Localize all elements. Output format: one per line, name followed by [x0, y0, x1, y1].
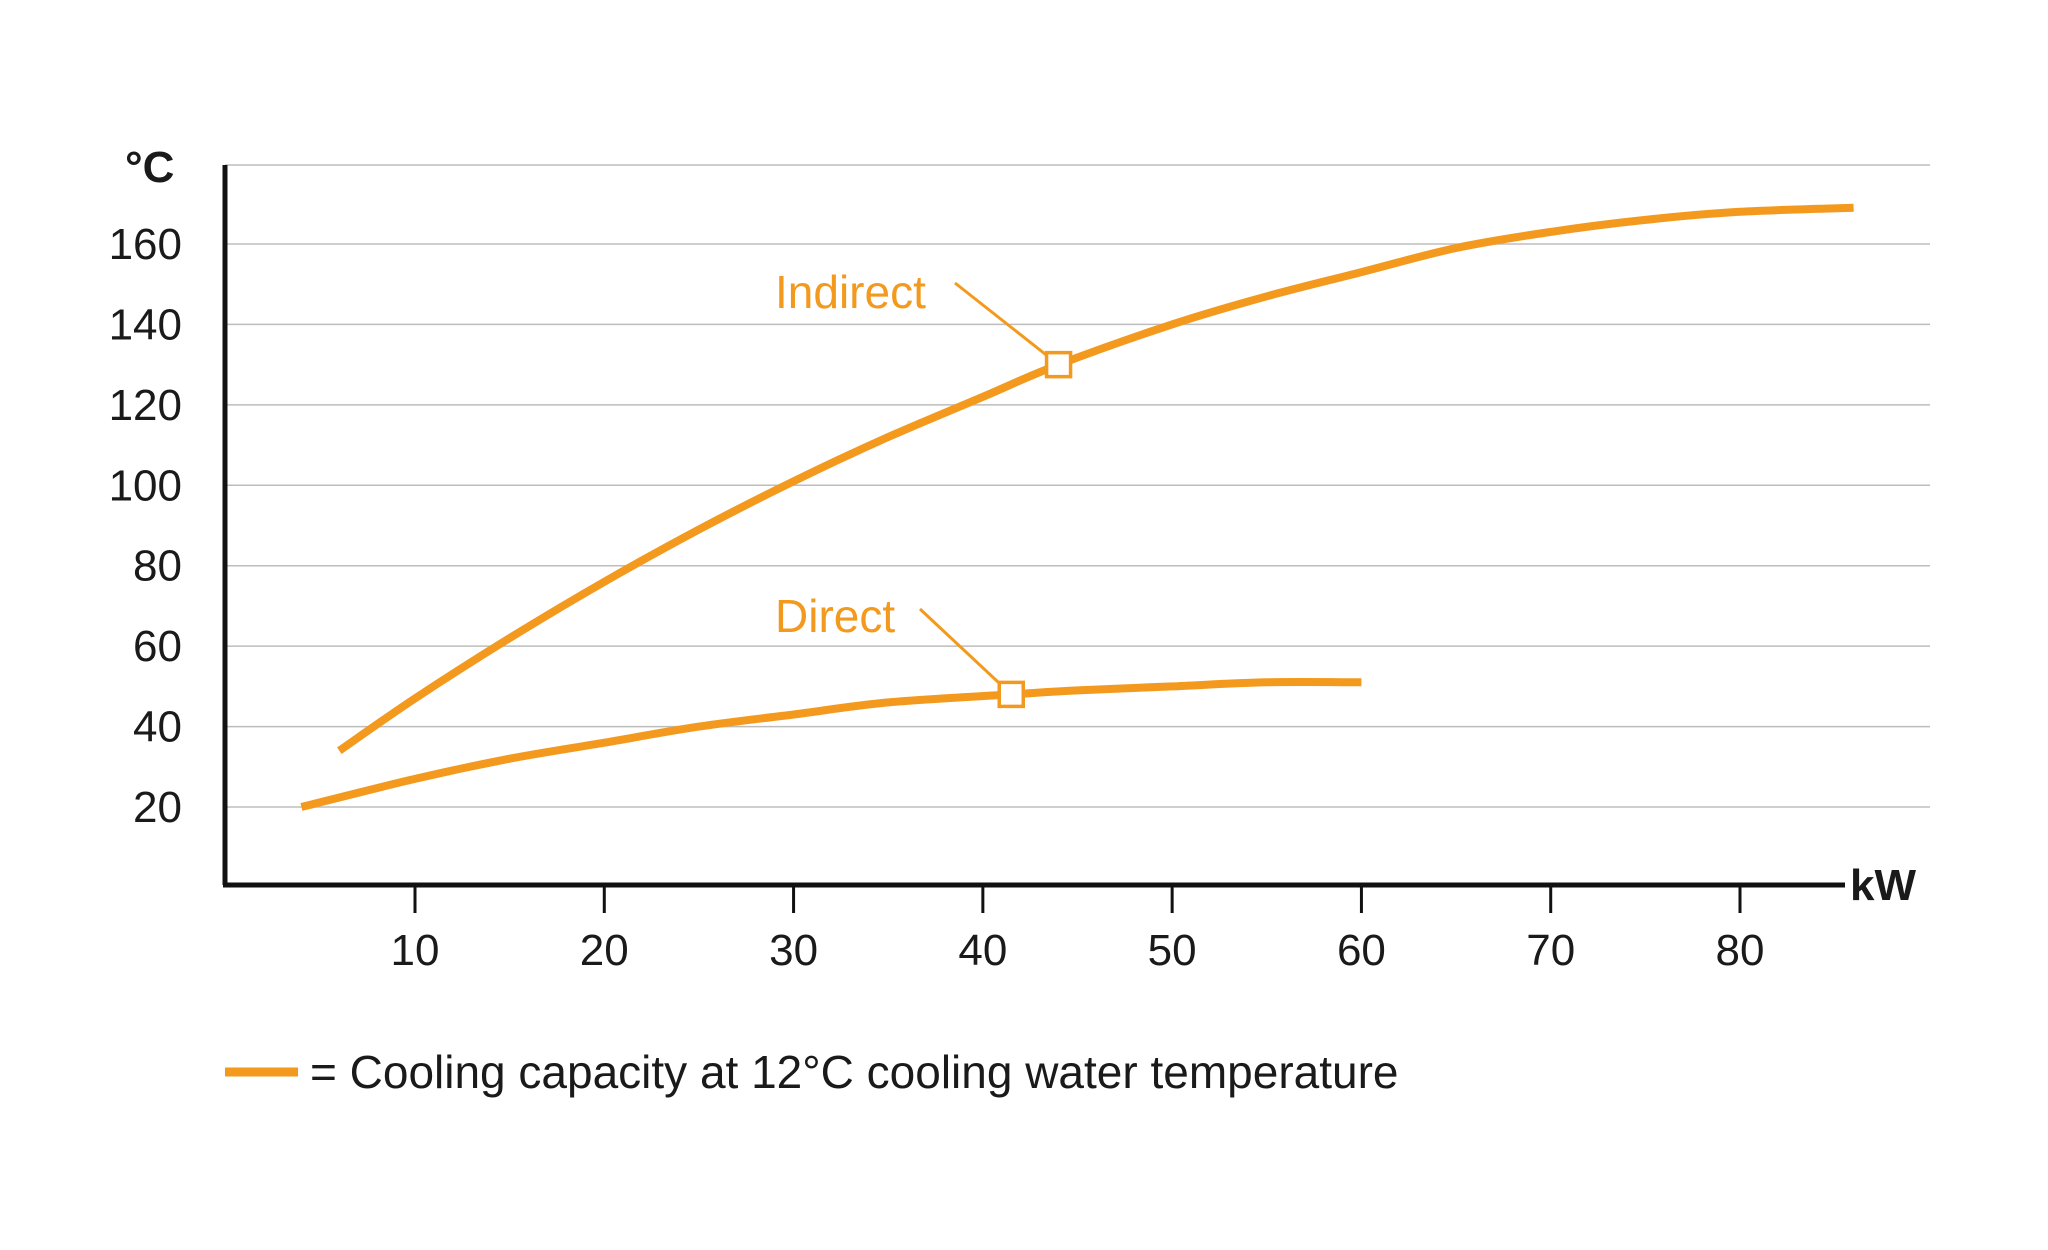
y-tick-label-80: 80 — [133, 542, 182, 591]
x-tick-label-20: 20 — [580, 926, 629, 975]
series-line-indirect — [337, 203, 1854, 754]
series-marker-direct — [997, 680, 1025, 709]
y-tick-label-100: 100 — [109, 461, 182, 510]
y-tick-label-40: 40 — [133, 703, 182, 752]
x-tick-label-70: 70 — [1526, 926, 1575, 975]
y-tick-label-160: 160 — [109, 220, 182, 269]
x-tick-label-40: 40 — [958, 926, 1007, 975]
axes — [222, 165, 1845, 913]
x-tick-label-10: 10 — [391, 926, 440, 975]
x-tick-label-50: 50 — [1148, 926, 1197, 975]
series-line-direct — [300, 678, 1362, 811]
series-group: Indirect Direct — [300, 203, 1854, 811]
x-axis-label: kW — [1850, 861, 1916, 910]
legend: = Cooling capacity at 12°C cooling water… — [225, 1046, 1398, 1098]
gridlines — [225, 164, 1930, 808]
series-marker-indirect — [1044, 350, 1073, 379]
x-tick-label-60: 60 — [1337, 926, 1386, 975]
tick-labels: 20 40 60 80 100 120 140 160 10 20 30 40 50 60 70 80 °C kW — [109, 143, 1917, 975]
legend-text: = Cooling capacity at 12°C cooling water… — [310, 1046, 1398, 1098]
x-tick-label-80: 80 — [1716, 926, 1765, 975]
x-tick-label-30: 30 — [769, 926, 818, 975]
y-axis-label: °C — [125, 143, 174, 192]
y-tick-label-140: 140 — [109, 300, 182, 349]
series-label-direct: Direct — [775, 590, 895, 642]
series-leader-indirect — [954, 281, 1060, 366]
y-tick-label-60: 60 — [133, 622, 182, 671]
series-leader-direct — [918, 607, 1013, 696]
y-tick-label-20: 20 — [133, 783, 182, 832]
series-label-indirect: Indirect — [775, 266, 926, 318]
y-tick-label-120: 120 — [109, 381, 182, 430]
